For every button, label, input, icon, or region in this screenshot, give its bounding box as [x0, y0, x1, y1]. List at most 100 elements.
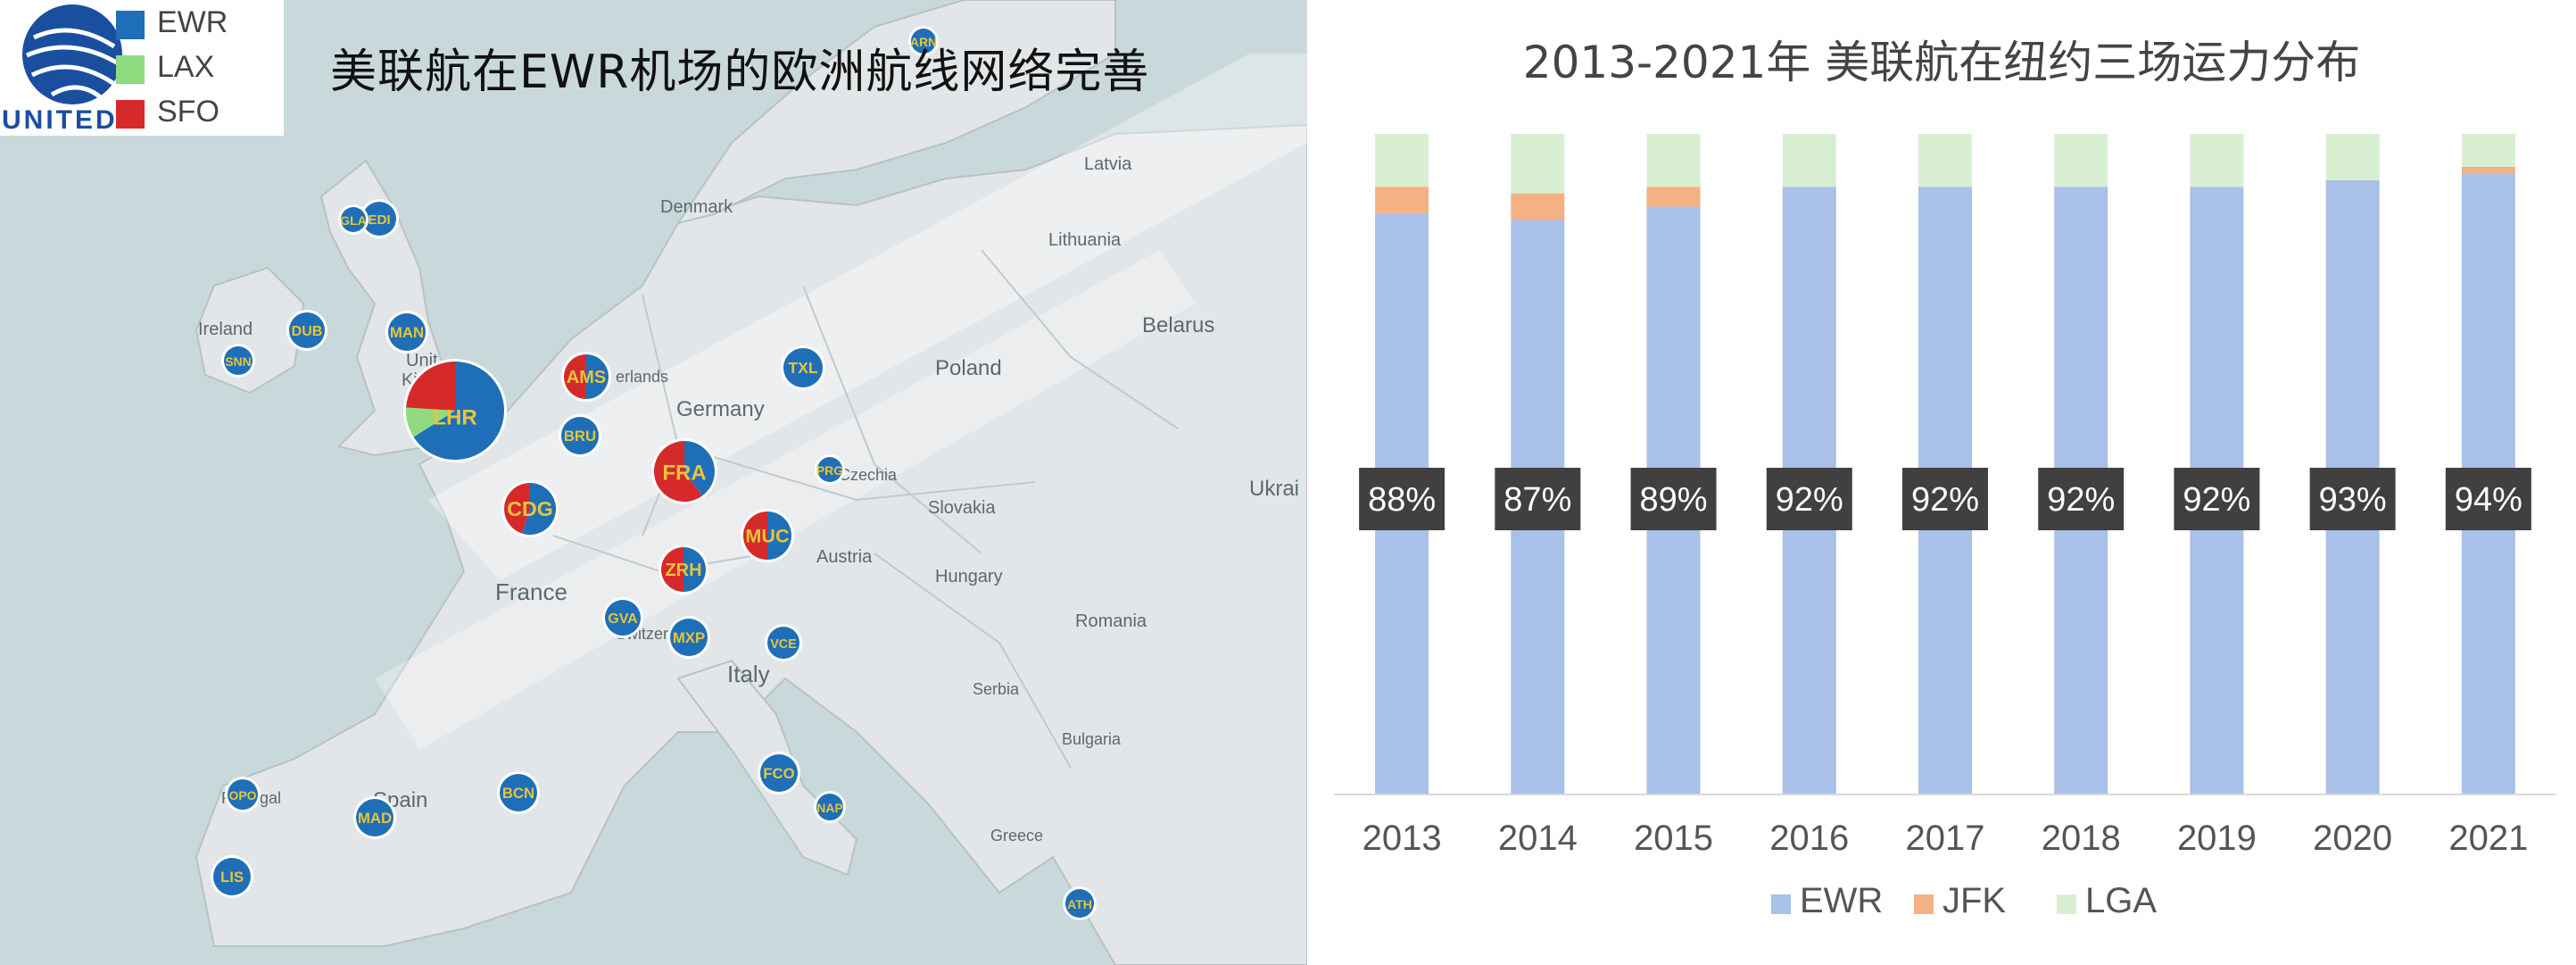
x-tick-label: 2015 — [1634, 819, 1713, 858]
x-tick-label: 2018 — [2042, 819, 2121, 858]
airport-pie-fco: FCO — [758, 752, 800, 794]
airport-pie-muc: MUC — [741, 509, 794, 562]
data-label-badge — [1495, 468, 1581, 530]
country-label: Slovakia — [928, 498, 996, 518]
airport-pie-slice — [911, 29, 936, 54]
bar-segment-jfk — [1375, 187, 1429, 213]
data-label: 92% — [1776, 481, 1843, 519]
airport-pie-slice — [406, 362, 455, 411]
bars — [1375, 134, 2515, 795]
data-label: 89% — [1640, 481, 1708, 519]
country-label: Ukrai — [1249, 477, 1299, 501]
airport-pie-slice — [362, 202, 396, 236]
airport-pie-slice — [388, 313, 426, 351]
airport-pie-lhr: LHR — [403, 359, 507, 462]
airport-pie-slice — [228, 779, 258, 810]
data-labels: 88% 87% 89% 92% 92% 92% 92% 93% 94% — [1359, 468, 2531, 530]
airport-pie-cdg: CDG — [501, 480, 559, 537]
country-label: Romania — [1075, 611, 1147, 631]
airport-code-label: FRA — [662, 462, 706, 486]
airport-pie-slice — [605, 600, 641, 636]
data-label-badge — [2309, 468, 2396, 530]
airport-pie-edi: EDI — [360, 199, 399, 238]
airport-code-label: ATH — [1067, 897, 1092, 911]
data-label-badge — [2174, 468, 2260, 530]
airport-pie-slice — [783, 348, 823, 387]
x-tick-label: 2021 — [2448, 819, 2528, 858]
airport-code-label: SNN — [225, 354, 252, 369]
bar-segment-lga — [2461, 134, 2515, 167]
country-label: France — [495, 578, 567, 605]
airport-pie-gla: GLA — [338, 204, 369, 235]
legend-swatch-lga — [2057, 894, 2076, 914]
bar-segment-jfk — [2461, 167, 2515, 174]
country-label: Italy — [727, 661, 770, 687]
data-label-badge — [1766, 468, 1852, 530]
country-label: Poland — [935, 356, 1002, 380]
country-label: Lithuania — [1048, 230, 1122, 250]
legend-item-sfo: SFO — [116, 95, 219, 129]
airport-pie-slice — [760, 754, 798, 792]
data-label-badge — [1359, 468, 1445, 530]
airport-code-label: AMS — [567, 368, 606, 387]
bar-segment-lga — [1782, 134, 1836, 187]
x-tick-label: 2013 — [1363, 819, 1442, 858]
airport-pie-slice — [653, 441, 702, 502]
legend-swatch — [116, 100, 145, 129]
legend-label: LAX — [157, 50, 215, 84]
legend-item-lax: LAX — [116, 50, 215, 85]
x-axis-ticks: 2013 2014 2015 2016 2017 2018 2019 2020 2021 — [1363, 819, 2529, 858]
europe-map: Latvia Denmark Lithuania Belarus Poland … — [0, 0, 1307, 965]
airport-pie-slice — [504, 483, 530, 534]
airport-code-label: GVA — [608, 611, 638, 627]
airport-pie-prg: PRG — [815, 454, 845, 485]
airport-code-label: GLA — [340, 213, 367, 228]
legend-label-jfk: JFK — [1942, 881, 2006, 920]
country-label: Germany — [676, 397, 765, 421]
route-map-panel: Latvia Denmark Lithuania Belarus Poland … — [0, 0, 1307, 965]
airport-code-label: MAN — [390, 324, 424, 341]
united-logo-text: UNITED — [2, 105, 118, 135]
airport-pie-slice — [767, 512, 791, 560]
airport-pie-slice — [500, 774, 537, 811]
airport-code-label: CDG — [507, 497, 553, 520]
airport-pie-slice — [405, 407, 455, 437]
capacity-chart-panel: 88% 87% 89% 92% 92% 92% 92% 93% 94% 2013 2014 2015… — [1307, 0, 2576, 965]
airport-pie-ath: ATH — [1063, 886, 1097, 920]
airport-pie-lis: LIS — [211, 855, 253, 898]
airport-code-label: NAP — [816, 801, 843, 815]
airport-pie-fra: FRA — [651, 438, 717, 504]
bar-segment-jfk — [1646, 187, 1701, 207]
chart-title: 2013-2021年 美联航在纽约三场运力分布 — [1522, 37, 2361, 88]
legend-label-ewr: EWR — [1800, 881, 1883, 920]
bar-segment-lga — [1375, 134, 1429, 187]
airport-pie-slice — [356, 799, 393, 836]
airport-pie-nap: NAP — [814, 791, 846, 823]
legend-swatch-jfk — [1914, 894, 1934, 914]
data-label: 88% — [1368, 481, 1436, 519]
airport-code-label: FCO — [763, 765, 794, 782]
country-label: Hungary — [935, 567, 1003, 586]
airport-code-label: MAD — [358, 810, 392, 827]
data-label: 87% — [1503, 481, 1571, 519]
legend-item-ewr: EWR — [116, 5, 228, 40]
airport-pie-slice — [224, 346, 253, 375]
data-label: 93% — [2319, 481, 2387, 519]
airport-pie-slice — [670, 619, 708, 656]
airport-pie-man: MAN — [385, 311, 428, 354]
country-label: Belarus — [1142, 313, 1214, 337]
united-globe-logo — [22, 4, 122, 104]
country-label: Ireland — [198, 320, 253, 339]
bar-segment-lga — [2325, 134, 2380, 180]
airport-pie-slice — [522, 483, 557, 536]
country-label: erlands — [616, 368, 668, 386]
airport-code-label: ARN — [910, 35, 937, 49]
airport-pie-slice — [341, 207, 366, 232]
airport-code-label: LIS — [220, 869, 244, 886]
bar-segment-lga — [1918, 134, 1972, 187]
map-title: 美联航在EWR机场的欧洲航线网络完善 — [330, 46, 1150, 99]
data-label: 92% — [1911, 481, 1979, 519]
bar-segment-lga — [1511, 134, 1565, 194]
airport-code-label: BCN — [502, 785, 534, 802]
